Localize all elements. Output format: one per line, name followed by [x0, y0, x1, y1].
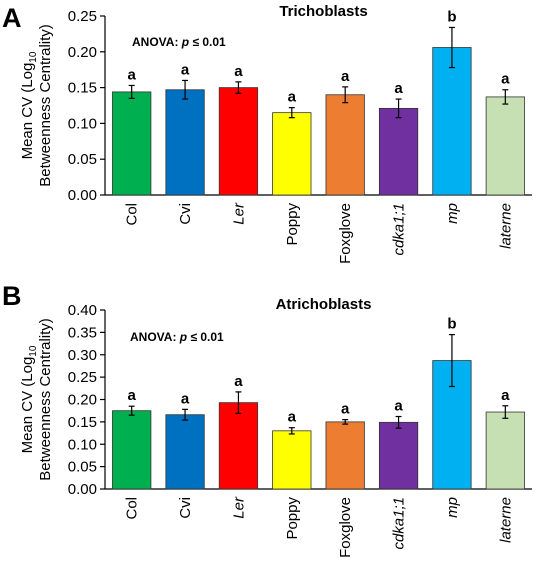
category-label: laterne: [497, 203, 514, 249]
y-tick-label: 0.25: [68, 8, 97, 25]
anova-annotation: ANOVA: p ≤ 0.01: [130, 330, 224, 344]
category-label: Cvi: [177, 497, 194, 519]
category-label: mp: [444, 203, 461, 224]
category-label: Col: [124, 497, 141, 520]
y-tick-label: 0.10: [68, 115, 97, 132]
bar-7: [432, 47, 472, 196]
category-label: mp: [444, 497, 461, 518]
significance-letter: a: [234, 63, 243, 80]
y-tick-label: 0.25: [68, 369, 97, 386]
significance-letter: a: [288, 409, 297, 426]
significance-letter: a: [128, 66, 137, 83]
y-tick-label: 0.35: [68, 324, 97, 341]
category-label: cdka1;1: [391, 203, 408, 256]
bar-7: [432, 360, 472, 490]
significance-letter: a: [394, 398, 403, 415]
category-label: Poppy: [284, 497, 301, 540]
significance-letter: a: [288, 89, 297, 106]
category-label: Poppy: [284, 203, 301, 246]
significance-letter: a: [181, 390, 190, 407]
category-label: Cvi: [177, 203, 194, 225]
bar-4: [272, 430, 312, 490]
category-label: Ler: [230, 496, 247, 519]
significance-letter: a: [394, 80, 403, 97]
y-tick-label: 0.20: [68, 392, 97, 409]
significance-letter: a: [501, 71, 510, 88]
y-tick-label: 0.05: [68, 459, 97, 476]
bar-2: [165, 89, 205, 196]
anova-annotation: ANOVA: p ≤ 0.01: [132, 35, 226, 49]
y-axis-label: Mean CV (Log10: [19, 51, 39, 159]
y-tick-label: 0.40: [68, 302, 97, 319]
category-label: Foxglove: [337, 497, 354, 558]
y-tick-label: 0.10: [68, 436, 97, 453]
bar-5: [325, 421, 365, 490]
significance-letter: a: [341, 401, 350, 418]
y-tick-label: 0.05: [68, 151, 97, 168]
bar-1: [112, 91, 152, 196]
category-label: cdka1;1: [391, 497, 408, 550]
panel-letter: A: [2, 3, 22, 33]
panel-a-chart: A Trichoblasts ANOVA: p ≤ 0.01 Mean CV (Log…: [2, 3, 532, 264]
y-axis-label: Mean CV (Log10: [19, 345, 39, 453]
bar-6: [378, 421, 419, 490]
significance-letter: a: [234, 373, 243, 390]
panel-letter: B: [2, 281, 22, 311]
category-label: Foxglove: [337, 203, 354, 264]
bar-3: [218, 87, 259, 196]
bar-5: [325, 94, 365, 196]
panel-b-chart: B Atrichoblasts ANOVA: p ≤ 0.01 Mean CV (Lo…: [2, 281, 532, 558]
chart-title: Atrichoblasts: [276, 296, 372, 313]
y-tick-label: 0.00: [68, 481, 97, 498]
bar-8: [485, 411, 525, 490]
category-label: laterne: [497, 497, 514, 543]
category-label: Col: [124, 203, 141, 226]
bar-6: [378, 107, 419, 196]
chart-title: Trichoblasts: [279, 3, 367, 20]
bar-8: [485, 96, 525, 196]
significance-letter: a: [181, 61, 190, 78]
y-tick-label: 0.15: [68, 80, 97, 97]
category-label: Ler: [230, 202, 247, 225]
y-tick-label: 0.00: [68, 187, 97, 204]
bar-2: [165, 414, 205, 490]
significance-letter: a: [501, 387, 510, 404]
significance-letter: b: [447, 316, 456, 333]
bar-3: [218, 402, 259, 490]
y-axis-label-line2: Betweenness Centrality): [37, 318, 54, 481]
bar-1: [112, 410, 152, 490]
y-tick-label: 0.30: [68, 347, 97, 364]
significance-letter: a: [128, 387, 137, 404]
significance-letter: a: [341, 68, 350, 85]
y-tick-label: 0.20: [68, 44, 97, 61]
significance-letter: b: [447, 8, 456, 25]
y-tick-label: 0.15: [68, 414, 97, 431]
bar-4: [272, 112, 312, 196]
y-axis-label-line2: Betweenness Centrality): [37, 24, 54, 187]
